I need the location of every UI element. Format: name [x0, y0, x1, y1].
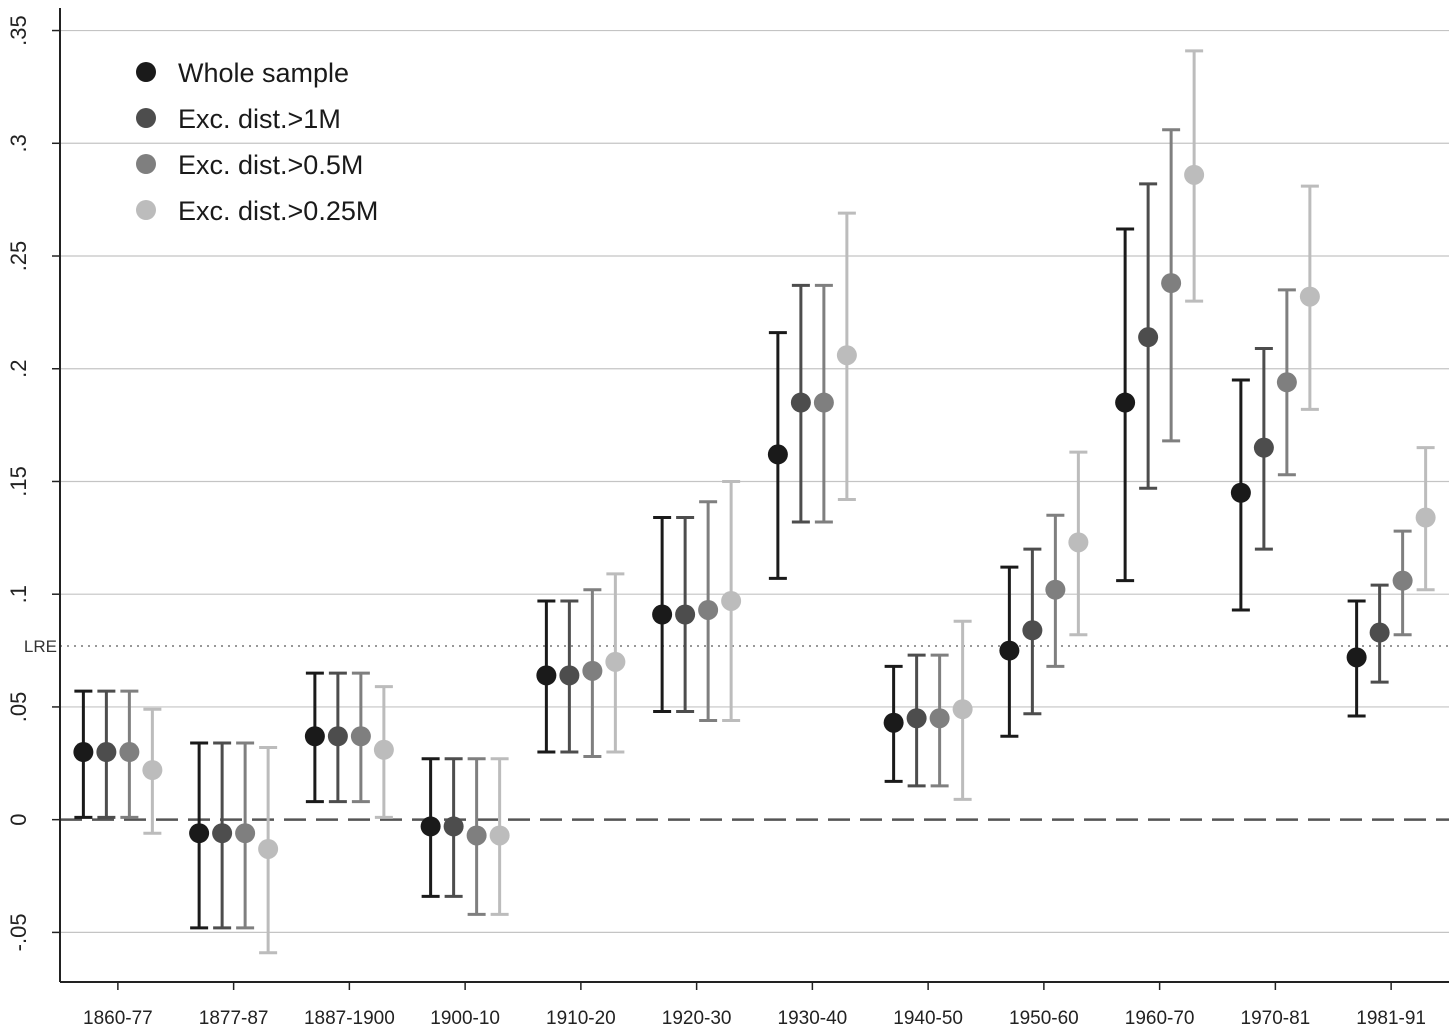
x-tick-label: 1900-10: [430, 1008, 500, 1029]
reference-lines: LRE: [24, 637, 1449, 821]
data-point: [1068, 532, 1089, 553]
gridlines: [60, 29, 1449, 933]
data-point: [1299, 286, 1320, 307]
x-tick-label: 1960-70: [1125, 1008, 1195, 1029]
data-point: [836, 345, 857, 366]
data-point: [999, 640, 1020, 661]
data-point: [1276, 372, 1297, 393]
data-point: [304, 726, 325, 747]
data-point: [675, 604, 696, 625]
series-marks: [73, 49, 1436, 955]
y-tick-label: .25: [6, 241, 31, 272]
data-point: [1138, 327, 1159, 348]
data-point: [605, 651, 626, 672]
data-point: [536, 665, 557, 686]
data-point: [420, 816, 441, 837]
data-point: [952, 699, 973, 720]
data-point: [1415, 507, 1436, 528]
data-point: [1346, 647, 1367, 668]
legend-label: Exc. dist.>1M: [178, 104, 341, 134]
data-point: [813, 392, 834, 413]
legend-marker: [136, 154, 156, 174]
data-point: [1161, 273, 1182, 294]
y-tick-label: .35: [6, 15, 31, 46]
data-point: [929, 708, 950, 729]
data-point: [189, 823, 210, 844]
data-point: [1392, 570, 1413, 591]
data-point: [652, 604, 673, 625]
data-point: [73, 742, 94, 763]
x-tick-label: 1981-91: [1356, 1008, 1426, 1029]
data-point: [466, 825, 487, 846]
data-point: [212, 823, 233, 844]
data-point: [373, 739, 394, 760]
data-point: [350, 726, 371, 747]
series-group: [142, 49, 1436, 955]
x-tick-label: 1940-50: [893, 1008, 963, 1029]
legend-marker: [136, 200, 156, 220]
lre-reference-label: LRE: [24, 637, 57, 656]
x-tick-label: 1930-40: [778, 1008, 848, 1029]
y-tick-label: 0: [6, 814, 31, 826]
series-group: [96, 182, 1390, 930]
legend-marker: [136, 62, 156, 82]
data-point: [906, 708, 927, 729]
data-point: [698, 599, 719, 620]
data-point: [767, 444, 788, 465]
x-tick-label: 1887-1900: [304, 1008, 395, 1029]
data-point: [790, 392, 811, 413]
series-group: [119, 128, 1413, 930]
data-point: [1369, 622, 1390, 643]
data-point: [883, 712, 904, 733]
data-point: [327, 726, 348, 747]
data-point: [582, 660, 603, 681]
legend-label: Whole sample: [178, 58, 349, 88]
x-tick-label: 1950-60: [1009, 1008, 1079, 1029]
series-group: [73, 227, 1367, 930]
legend-label: Exc. dist.>0.25M: [178, 196, 378, 226]
y-tick-label: .1: [6, 585, 31, 603]
data-point: [559, 665, 580, 686]
x-tick-label: 1910-20: [546, 1008, 616, 1029]
x-tick-label: 1860-77: [83, 1008, 153, 1029]
y-tick-label: -.05: [6, 913, 31, 951]
data-point: [1022, 620, 1043, 641]
data-point: [119, 742, 140, 763]
x-tick-label: 1970-81: [1241, 1008, 1311, 1029]
legend-marker: [136, 108, 156, 128]
data-point: [1115, 392, 1136, 413]
data-point: [96, 742, 117, 763]
x-tick-label: 1920-30: [662, 1008, 732, 1029]
data-point: [1184, 164, 1205, 185]
data-point: [258, 838, 279, 859]
x-tick-label: 1877-87: [199, 1008, 269, 1029]
data-point: [142, 760, 163, 781]
data-point: [443, 816, 464, 837]
axes: -.05 0 .05 .1 .15 .2 .25 .3 .35 1860-77 1877-87 188…: [6, 8, 1449, 1029]
data-point: [1253, 437, 1274, 458]
y-tick-label: .05: [6, 692, 31, 723]
legend-label: Exc. dist.>0.5M: [178, 150, 363, 180]
y-tick-label: .2: [6, 360, 31, 378]
y-tick-label: .3: [6, 134, 31, 152]
data-point: [721, 590, 742, 611]
data-point: [1230, 482, 1251, 503]
data-point: [1045, 579, 1066, 600]
data-point: [489, 825, 510, 846]
data-point: [235, 823, 256, 844]
legend: Whole sample Exc. dist.>1M Exc. dist.>0.5M…: [136, 58, 378, 226]
y-tick-label: .15: [6, 466, 31, 497]
